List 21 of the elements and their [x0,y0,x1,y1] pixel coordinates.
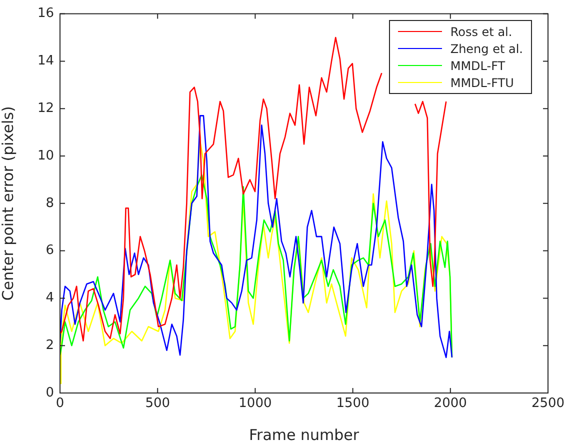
x-tick-label: 1500 [336,396,370,412]
y-tick-label: 6 [46,243,54,258]
legend-label: MMDL-FT [450,58,506,72]
y-tick-label: 0 [46,385,54,400]
y-tick-label: 12 [37,100,54,116]
x-tick-label: 0 [56,396,64,412]
x-tick-label: 1000 [238,396,272,412]
x-tick-label: 2500 [531,396,565,412]
x-axis-title: Frame number [248,426,360,444]
y-tick-label: 4 [46,290,54,306]
y-tick-label: 8 [46,196,54,211]
legend-label: Zheng et al. [450,42,523,56]
legend-label: Ross et al. [450,24,512,38]
x-tick-label: 500 [145,396,170,412]
legend-label: MMDL-FTU [450,76,514,90]
y-tick-label: 16 [37,6,54,22]
y-axis-title: Center point error (pixels) [0,106,17,301]
y-tick-label: 2 [46,338,54,353]
x-tick-label: 2000 [434,396,467,412]
y-tick-label: 10 [37,148,54,164]
y-tick-label: 14 [37,54,54,69]
